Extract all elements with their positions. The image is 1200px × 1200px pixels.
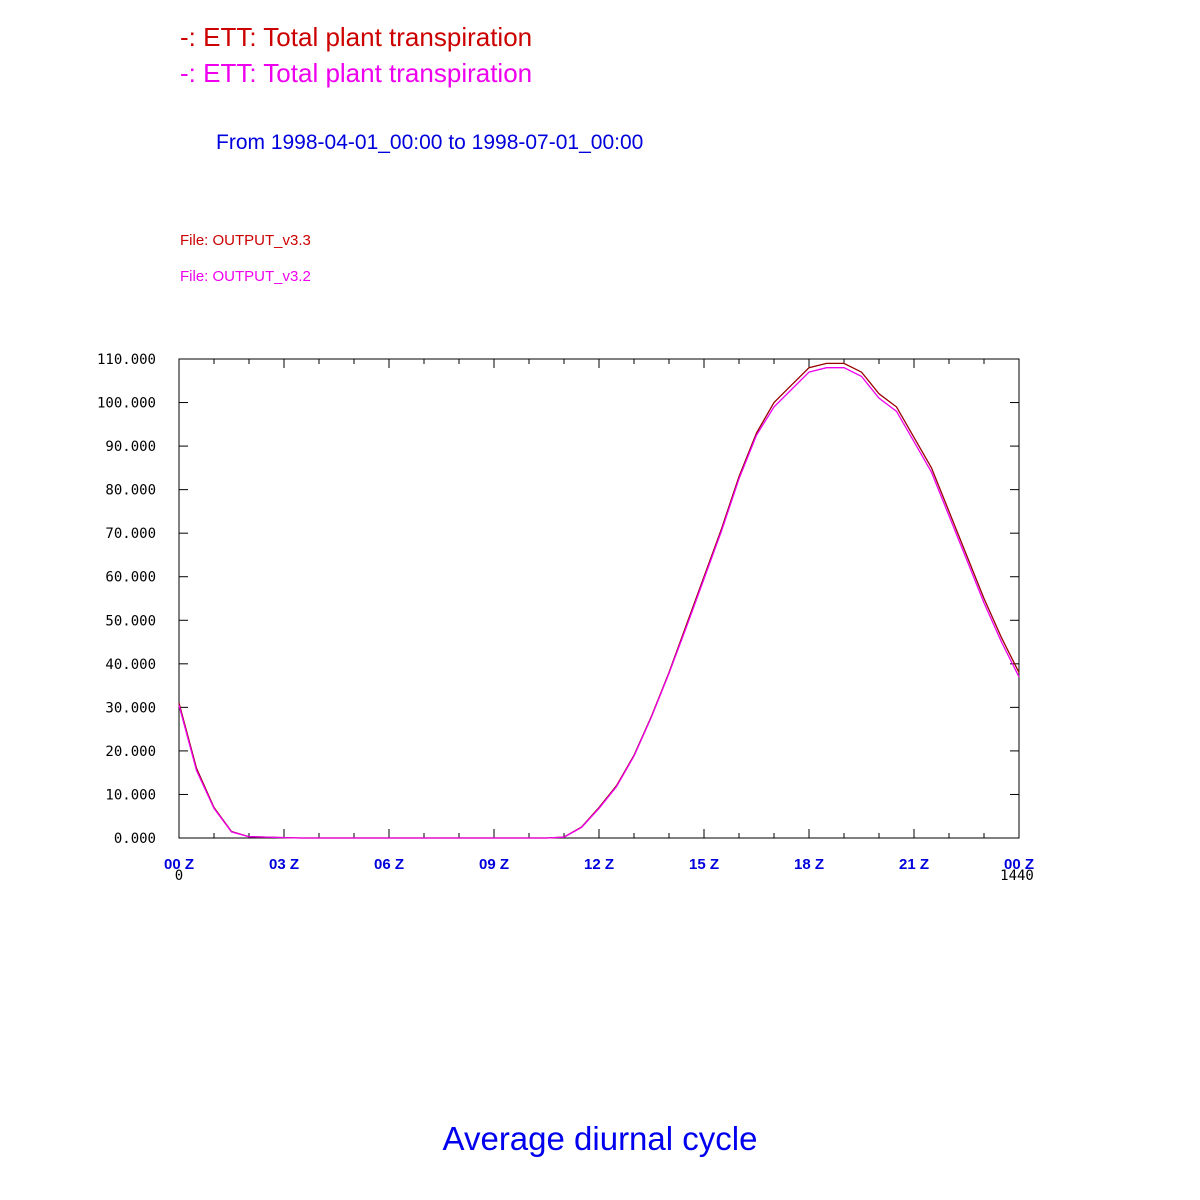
series-line-0 [178,362,1020,839]
x-end-label: 0 [175,868,183,884]
y-tick-label: 70.000 [105,526,156,542]
plot-frame [178,358,1020,839]
y-tick-label: 60.000 [105,570,156,586]
x-tick-label: 09 Z [479,856,509,873]
x-tick-label: 15 Z [689,856,719,873]
x-tick-label: 03 Z [269,856,299,873]
x-axis: 00 Z 03 Z 06 Z 09 Z 12 Z 15 Z 18 Z 21 Z 00 Z0 144… [164,359,1034,884]
y-tick-label: 50.000 [105,613,156,629]
y-tick-label: 0.000 [114,831,156,847]
chart-footer-title: Average diurnal cycle [442,1120,758,1157]
x-end-label: 1440 [1000,868,1034,884]
y-tick-label: 30.000 [105,700,156,716]
x-tick-label: 12 Z [584,856,614,873]
y-tick-label: 10.000 [105,787,156,803]
series-lines [178,362,1020,839]
y-tick-label: 80.000 [105,483,156,499]
y-tick-label: 110.000 [97,352,156,368]
y-axis: 0.000 10.000 20.000 30.000 40.000 50.000 60.00… [97,352,1019,847]
y-tick-label: 20.000 [105,744,156,760]
y-tick-label: 100.000 [97,396,156,412]
period-subtitle: From 1998-04-01_00:00 to 1998-07-01_00:0… [216,131,644,154]
x-tick-label: 00 Z [1004,856,1034,873]
x-tick-label: 06 Z [374,856,404,873]
x-tick-label: 21 Z [899,856,929,873]
x-tick-label: 00 Z [164,856,194,873]
file-label-v33: File: OUTPUT_v3.3 [180,232,311,249]
series-line-1 [178,367,1020,839]
x-tick-label: 18 Z [794,856,824,873]
legend-line-v33: -: ETT: Total plant transpiration [180,22,533,52]
file-label-v32: File: OUTPUT_v3.2 [180,268,311,285]
legend-line-v32: -: ETT: Total plant transpiration [180,58,533,88]
y-tick-label: 40.000 [105,657,156,673]
y-tick-label: 90.000 [105,439,156,455]
